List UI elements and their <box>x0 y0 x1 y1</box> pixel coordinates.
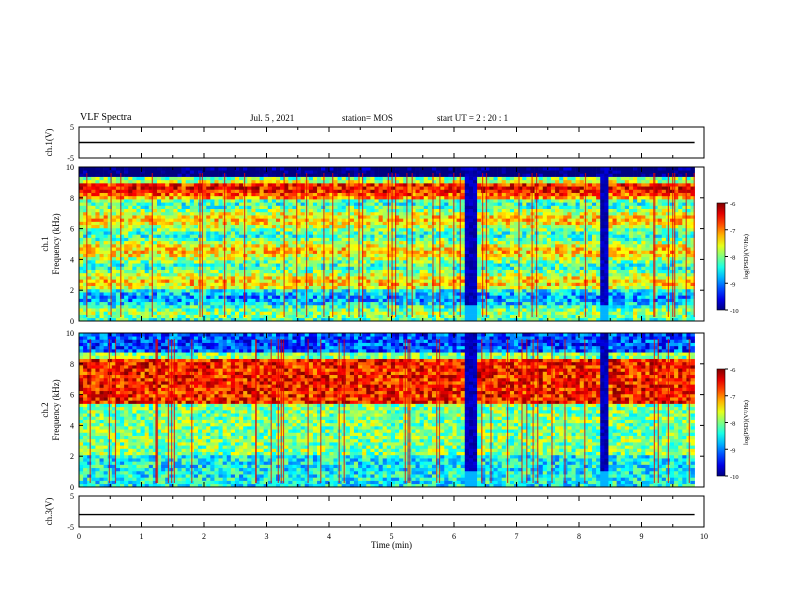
ch2-colorbar-tick-label: -9 <box>730 447 735 454</box>
xtick-label: 5 <box>390 532 394 541</box>
ch2-ytick-label: 4 <box>70 421 74 430</box>
figure-title: VLF Spectra <box>80 112 132 123</box>
ch1-voltage-label: ch.1(V) <box>44 129 54 157</box>
xtick-label: 10 <box>700 532 708 541</box>
xtick-label: 3 <box>265 532 269 541</box>
ch1-ytick-label: 0 <box>70 317 74 326</box>
ch3-voltage-label: ch.3(V) <box>44 498 54 526</box>
ch2-ytick-label: 2 <box>70 452 74 461</box>
ch1-colorbar-tick-label: -6 <box>730 201 736 208</box>
ch2-ytick-label: 8 <box>70 360 74 369</box>
ch2-label: ch.2 <box>40 402 50 417</box>
ch2-colorbar-tick-label: -6 <box>730 367 736 374</box>
ch1-ytick-label: 2 <box>70 286 74 295</box>
ch2-colorbar <box>716 368 726 477</box>
date-label: Jul. 5 , 2021 <box>250 113 295 123</box>
ch2-ytick-label: 10 <box>66 329 74 338</box>
ch2-ytick-label: 6 <box>70 391 74 400</box>
ch2-ytick-label: 0 <box>70 483 74 492</box>
spectrogram-ch1 <box>79 167 695 322</box>
ch2-frequency-label: Frequency (kHz) <box>51 379 61 440</box>
ch1-ytick-label: 4 <box>70 255 74 264</box>
xtick-label: 8 <box>577 532 581 541</box>
ch3-voltage-frame <box>78 495 705 528</box>
ch1-colorbar-label: log(PSD)(V²/Hz) <box>743 234 750 279</box>
xtick-label: 7 <box>515 532 519 541</box>
ch3-voltage-ytick-label: -5 <box>67 523 74 532</box>
ch1-colorbar-tick-label: -7 <box>730 228 736 235</box>
station-label: station= MOS <box>342 113 393 123</box>
ch1-colorbar-tick-label: -10 <box>730 308 739 315</box>
ch1-voltage-ytick-label: 5 <box>70 123 74 132</box>
xtick-label: 0 <box>77 532 81 541</box>
ch2-colorbar-tick-label: -8 <box>730 421 735 428</box>
xtick-label: 1 <box>140 532 144 541</box>
ch2-colorbar-tick-label: -7 <box>730 394 736 401</box>
ch1-colorbar-tick-label: -9 <box>730 281 735 288</box>
ch1-colorbar <box>716 202 726 311</box>
ch1-ytick-label: 10 <box>66 163 74 172</box>
spectrogram-ch2 <box>79 333 695 488</box>
ch2-colorbar-label: log(PSD)(V²/Hz) <box>743 400 750 445</box>
xtick-label: 6 <box>452 532 456 541</box>
ch1-ytick-label: 8 <box>70 194 74 203</box>
start-time-label: start UT = 2 : 20 : 1 <box>437 113 509 123</box>
xtick-label: 4 <box>327 532 331 541</box>
ch1-colorbar-tick-label: -8 <box>730 255 735 262</box>
xtick-label: 9 <box>640 532 644 541</box>
ch1-label: ch.1 <box>40 236 50 251</box>
ch1-voltage-ytick-label: -5 <box>67 154 74 163</box>
ch2-colorbar-tick-label: -10 <box>730 474 739 481</box>
xaxis-label: Time (min) <box>371 540 412 550</box>
xtick-label: 2 <box>202 532 206 541</box>
ch1-ytick-label: 6 <box>70 225 74 234</box>
ch3-voltage-ytick-label: 5 <box>70 492 74 501</box>
ch1-frequency-label: Frequency (kHz) <box>51 213 61 274</box>
